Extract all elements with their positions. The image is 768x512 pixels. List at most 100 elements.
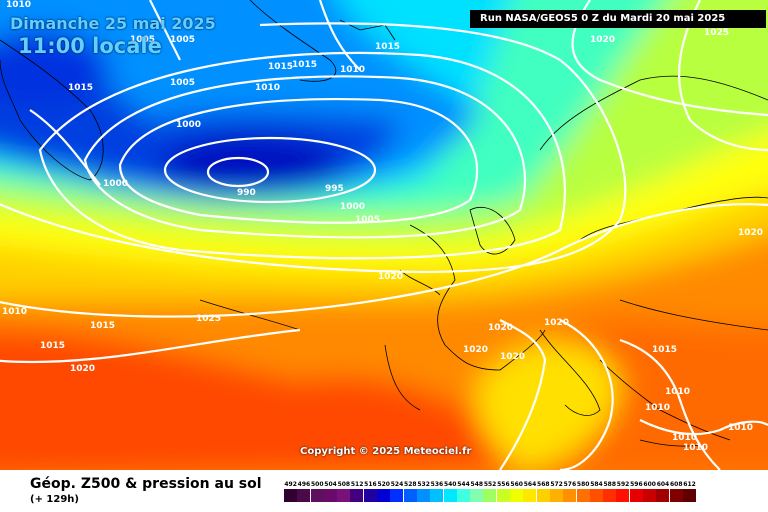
legend-swatch <box>656 489 671 502</box>
isobar-label: 1020 <box>500 352 525 362</box>
isobar-label: 1010 <box>645 403 670 413</box>
legend-item: 524 <box>390 480 405 502</box>
legend-label: 492 <box>284 481 297 488</box>
legend-swatch <box>483 489 498 502</box>
isobar-label: 1010 <box>665 387 690 397</box>
legend-label: 516 <box>364 481 377 488</box>
legend-swatch <box>443 489 458 502</box>
isobar-label: 1025 <box>704 28 729 38</box>
color-legend: 492 496 500 504 508 512 516 520 524 528 532 536 540 5… <box>284 480 697 502</box>
legend-item: 556 <box>496 480 511 502</box>
legend-label: 536 <box>430 481 444 488</box>
legend-swatch <box>337 489 352 502</box>
legend-item: 516 <box>363 480 378 502</box>
legend-swatch <box>563 489 578 502</box>
legend-item: 560 <box>510 480 525 502</box>
legend-label: 556 <box>497 481 510 488</box>
isobar-label: 1010 <box>672 433 697 443</box>
legend-label: 548 <box>470 481 484 488</box>
isobar-label: 1005 <box>130 35 155 45</box>
legend-item: 528 <box>403 480 418 502</box>
isobar-label: 1015 <box>268 62 293 72</box>
legend-label: 496 <box>297 481 311 488</box>
isobar-label: 1020 <box>70 364 95 374</box>
map-title: Géop. Z500 & pression au sol <box>30 476 262 492</box>
legend-item: 596 <box>629 480 644 502</box>
legend-label: 568 <box>537 481 550 488</box>
legend-label: 592 <box>616 481 630 488</box>
isobar-label: 995 <box>325 184 344 194</box>
legend-item: 568 <box>536 480 551 502</box>
legend-label: 600 <box>643 481 656 488</box>
legend-label: 508 <box>337 481 351 488</box>
legend-swatch <box>456 489 471 502</box>
legend-label: 528 <box>404 481 417 488</box>
copyright: Copyright © 2025 Meteociel.fr <box>300 446 472 457</box>
legend-label: 504 <box>324 481 337 488</box>
weather-map: 1010 1005 1005 1015 1015 1015 1010 1010 … <box>0 0 768 470</box>
legend-item: 608 <box>669 480 684 502</box>
legend-item: 580 <box>576 480 591 502</box>
legend-swatch <box>470 489 485 502</box>
legend-label: 596 <box>630 481 643 488</box>
isobars <box>0 0 768 470</box>
legend-swatch <box>323 489 338 502</box>
legend-swatch <box>576 489 591 502</box>
legend-swatch <box>643 489 658 502</box>
legend-swatch <box>390 489 405 502</box>
legend-label: 588 <box>603 481 617 488</box>
forecast-lead-time: (+ 129h) <box>30 494 79 505</box>
legend-swatch <box>363 489 378 502</box>
isobar-label: 1005 <box>170 78 195 88</box>
legend-item: 500 <box>310 480 325 502</box>
legend-item: 552 <box>483 480 498 502</box>
legend-swatch <box>350 489 365 502</box>
legend-swatch <box>616 489 631 502</box>
legend-label: 564 <box>523 481 537 488</box>
map-canvas: 1010 1005 1005 1015 1015 1015 1010 1010 … <box>0 0 768 470</box>
isobar-label: 1020 <box>463 345 488 355</box>
isobar-label: 1000 <box>176 120 201 130</box>
legend-swatch <box>510 489 525 502</box>
legend-swatch <box>496 489 511 502</box>
legend-label: 576 <box>563 481 577 488</box>
legend-swatch <box>549 489 564 502</box>
legend-item: 576 <box>563 480 578 502</box>
legend-item: 600 <box>643 480 658 502</box>
legend-label: 540 <box>443 481 457 488</box>
legend-swatch <box>377 489 392 502</box>
forecast-date: Dimanche 25 mai 2025 <box>10 14 216 33</box>
legend-item: 520 <box>377 480 392 502</box>
legend-item: 536 <box>430 480 445 502</box>
legend-label: 560 <box>510 481 523 488</box>
isobar-label: 1015 <box>652 345 677 355</box>
legend-item: 504 <box>323 480 338 502</box>
legend-label: 608 <box>669 481 683 488</box>
legend-item: 540 <box>443 480 458 502</box>
isobar-label: 1000 <box>340 202 365 212</box>
legend-swatch <box>589 489 604 502</box>
isobar-label: 1015 <box>292 60 317 70</box>
isobar-label: 1015 <box>40 341 65 351</box>
isobar-label: 1000 <box>103 179 128 189</box>
legend-item: 512 <box>350 480 365 502</box>
legend-swatch <box>603 489 618 502</box>
legend-label: 584 <box>590 481 603 488</box>
isobar-label: 1010 <box>255 83 280 93</box>
legend-item: 592 <box>616 480 631 502</box>
legend-swatch <box>669 489 684 502</box>
isobar-label: 1005 <box>355 215 380 225</box>
legend-swatch <box>297 489 312 502</box>
isobar-label: 1010 <box>340 65 365 75</box>
isobar-label: 1020 <box>378 272 403 282</box>
isobar-label: 1010 <box>683 443 708 453</box>
legend-item: 572 <box>549 480 564 502</box>
legend-item: 548 <box>470 480 485 502</box>
legend-item: 588 <box>603 480 618 502</box>
legend-swatch <box>430 489 445 502</box>
legend-item: 544 <box>456 480 471 502</box>
legend-item: 604 <box>656 480 671 502</box>
legend-label: 524 <box>390 481 404 488</box>
legend-swatch <box>523 489 538 502</box>
legend-item: 532 <box>416 480 431 502</box>
